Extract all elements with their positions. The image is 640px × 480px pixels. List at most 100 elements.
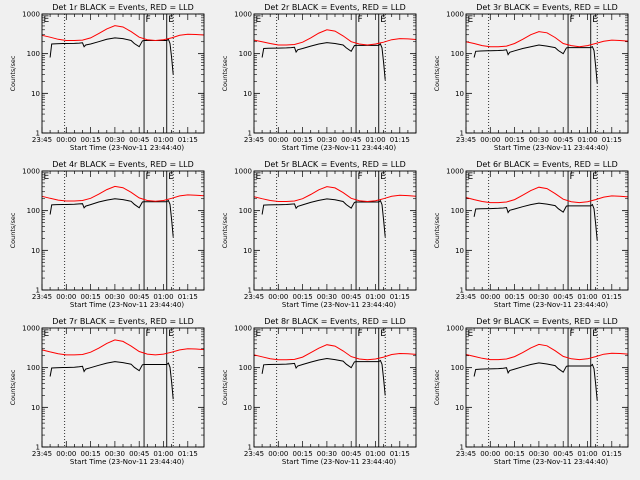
plot-frame	[253, 13, 417, 134]
y-tick-label: 1000	[446, 11, 464, 19]
y-tick-label: 1000	[234, 325, 252, 333]
x-tick-label: 23:45	[32, 136, 52, 144]
x-tick-label: 00:00	[268, 136, 288, 144]
panel-det-6: Det 6r BLACK = Events, RED = LLD Counts/s…	[433, 160, 629, 309]
y-tick-label: 100	[239, 207, 252, 215]
flag-label: E	[380, 15, 386, 25]
series-red-line	[253, 344, 417, 361]
flag-label: E	[256, 15, 262, 25]
y-tick-label: 1000	[234, 168, 252, 176]
flag-label: E	[592, 15, 598, 25]
series-red-line	[41, 339, 205, 356]
y-tick-label: 10	[455, 247, 464, 255]
series-red-line	[253, 186, 417, 203]
panel-det-9: Det 9r BLACK = Events, RED = LLD Counts/s…	[433, 317, 629, 466]
flag-label: F	[358, 329, 363, 339]
flag-label: F	[570, 15, 575, 25]
x-tick-label: 01:00	[577, 136, 597, 144]
panel-det-3: Det 3r BLACK = Events, RED = LLD Counts/s…	[433, 3, 629, 152]
x-tick-label: 00:15	[505, 136, 525, 144]
x-tick-label: 00:00	[56, 293, 76, 301]
panel-title: Det 8r BLACK = Events, RED = LLD	[264, 317, 406, 326]
x-tick-label: 00:00	[480, 450, 500, 458]
series-black-line	[473, 202, 598, 241]
y-tick-label: 10	[243, 247, 252, 255]
x-tick-label: 00:00	[480, 136, 500, 144]
panel-title: Det 5r BLACK = Events, RED = LLD	[264, 160, 406, 169]
x-tick-label: 00:15	[505, 293, 525, 301]
panel-det-1: Det 1r BLACK = Events, RED = LLD Counts/s…	[9, 3, 205, 152]
x-tick-label: 00:45	[553, 136, 573, 144]
flag-label: E	[168, 329, 174, 339]
x-tick-label: 01:00	[153, 450, 173, 458]
series-black-line	[49, 361, 174, 400]
panel-title: Det 3r BLACK = Events, RED = LLD	[476, 3, 618, 12]
x-tick-label: 01:00	[365, 450, 385, 458]
panel-title: Det 1r BLACK = Events, RED = LLD	[52, 3, 194, 12]
y-tick-label: 1	[248, 287, 252, 295]
flag-label: E	[168, 172, 174, 182]
flag-label: E	[380, 329, 386, 339]
x-tick-label: 00:15	[293, 450, 313, 458]
x-tick-label: 00:45	[341, 450, 361, 458]
plot-frame	[41, 13, 205, 134]
x-tick-label: 00:15	[81, 293, 101, 301]
x-tick-label: 01:00	[365, 136, 385, 144]
x-tick-label: 00:00	[56, 136, 76, 144]
x-tick-label: 00:30	[317, 293, 337, 301]
y-tick-label: 1	[248, 444, 252, 452]
x-tick-label: 00:00	[480, 293, 500, 301]
y-axis-label: Counts/sec	[221, 212, 229, 248]
y-tick-label: 100	[239, 364, 252, 372]
series-black-line	[261, 357, 386, 396]
y-axis-label: Counts/sec	[221, 369, 229, 405]
panel-title: Det 2r BLACK = Events, RED = LLD	[264, 3, 406, 12]
x-tick-label: 00:00	[268, 293, 288, 301]
series-red-line	[465, 343, 629, 361]
flag-label: F	[570, 172, 575, 182]
y-tick-label: 10	[31, 247, 40, 255]
y-tick-label: 1	[248, 130, 252, 138]
x-axis-label: Start Time (23-Nov-11 23:44:40)	[282, 301, 396, 309]
x-tick-label: 01:15	[602, 136, 622, 144]
series-red-line	[41, 185, 205, 202]
panel-det-4: Det 4r BLACK = Events, RED = LLD Counts/s…	[9, 160, 205, 309]
panel-det-7: Det 7r BLACK = Events, RED = LLD Counts/s…	[9, 317, 205, 466]
y-tick-label: 1000	[22, 11, 40, 19]
plot-frame	[465, 327, 629, 448]
x-tick-label: 00:15	[293, 293, 313, 301]
y-tick-label: 1	[36, 444, 40, 452]
flag-label: E	[468, 15, 474, 25]
x-tick-label: 01:15	[178, 293, 198, 301]
plot-frame	[41, 327, 205, 448]
x-tick-label: 00:15	[505, 450, 525, 458]
y-tick-label: 1000	[22, 168, 40, 176]
x-tick-label: 00:45	[129, 450, 149, 458]
flag-label: E	[168, 15, 174, 25]
x-tick-label: 23:45	[244, 450, 264, 458]
y-tick-label: 1	[36, 130, 40, 138]
series-black-line	[261, 42, 386, 80]
plot-frame	[41, 170, 205, 291]
x-tick-label: 01:15	[602, 450, 622, 458]
y-axis-label: Counts/sec	[433, 212, 441, 248]
x-tick-label: 00:30	[529, 293, 549, 301]
panel-title: Det 4r BLACK = Events, RED = LLD	[52, 160, 194, 169]
x-tick-label: 01:15	[178, 450, 198, 458]
x-axis-label: Start Time (23-Nov-11 23:44:40)	[282, 458, 396, 466]
y-axis-label: Counts/sec	[9, 212, 17, 248]
x-tick-label: 00:30	[529, 136, 549, 144]
x-tick-label: 23:45	[244, 136, 264, 144]
y-axis-label: Counts/sec	[433, 55, 441, 91]
x-axis-label: Start Time (23-Nov-11 23:44:40)	[494, 144, 608, 152]
x-tick-label: 01:15	[390, 136, 410, 144]
y-tick-label: 1	[460, 130, 464, 138]
flag-label: E	[256, 329, 262, 339]
x-tick-label: 01:15	[602, 293, 622, 301]
x-tick-label: 23:45	[244, 293, 264, 301]
flag-label: E	[44, 15, 50, 25]
y-axis-label: Counts/sec	[433, 369, 441, 405]
y-tick-label: 100	[27, 364, 40, 372]
x-tick-label: 01:15	[390, 450, 410, 458]
